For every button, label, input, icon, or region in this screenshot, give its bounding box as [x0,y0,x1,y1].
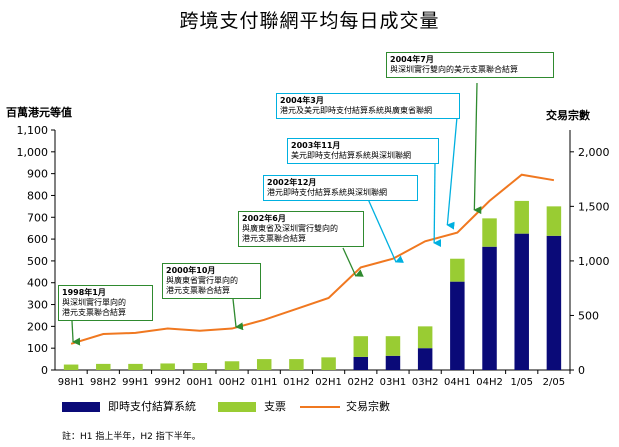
x-axis-tick-label: 01H1 [251,377,278,388]
bar-cheque [450,258,465,282]
annotation-text: 港元及美元即時支付結算系統與廣東省聯網 [280,106,432,115]
bar-cheque [96,363,111,370]
bar-instant-payment [546,235,562,370]
annotation-text: 與廣東省及深圳實行雙向的 港元支票聯合結算 [242,224,338,243]
right-axis-tick-label: 0 [578,364,585,377]
annotation-2002-jun: 2002年6月 與廣東省及深圳實行雙向的 港元支票聯合結算 [238,211,364,247]
annotation-arrow [367,198,404,263]
left-axis-tick-label: 1,100 [17,124,49,137]
annotation-2000-oct: 2000年10月 與廣東省實行單向的 港元支票聯合結算 [162,263,261,299]
x-axis-tick-label: 99H2 [154,377,181,388]
x-axis-tick-label: 04H1 [444,377,471,388]
x-axis-tick-label: 98H1 [58,377,85,388]
annotation-arrow [473,82,482,215]
annotation-text: 與深圳實行雙向的美元支票聯合結算 [390,65,518,74]
bar-cheque [289,359,304,370]
x-axis-tick-label: 03H2 [412,377,439,388]
left-axis-tick-label: 1,000 [17,146,49,159]
right-axis-tick-label: 1,500 [578,200,610,213]
annotation-1998-jan: 1998年1月 與深圳實行單向的 港元支票聯合結算 [58,285,153,321]
annotation-2002-dec: 2002年12月 港元即時支付結算系統與深圳聯網 [263,175,418,201]
bar-cheque [514,200,529,234]
legend-label: 支票 [264,400,286,413]
x-axis-tick-label: 98H2 [90,377,117,388]
x-axis-tick-label: 04H2 [476,377,503,388]
bar-cheque [224,361,240,370]
annotation-arrow [342,247,364,277]
annotation-arrow [71,320,81,346]
bar-cheque [256,359,272,370]
annotation-text: 美元即時支付結算系統與深圳聯網 [291,151,411,160]
chart-title: 跨境支付聯網平均每日成交量 [179,10,440,32]
annotation-2003-nov: 2003年11月 美元即時支付結算系統與深圳聯網 [287,138,439,164]
left-axis-unit-label: 百萬港元等值 [6,106,72,119]
legend-swatch-navy [62,402,100,412]
left-axis-tick-label: 100 [27,342,48,355]
x-axis-tick-label: 2/05 [543,377,565,388]
right-axis-tick-label: 500 [578,309,599,322]
legend-label: 即時支付結算系統 [108,400,196,413]
bar-cheque [160,363,175,370]
bar-instant-payment [417,348,433,370]
annotation-arrow [446,116,458,230]
annotation-2004-mar: 2004年3月 港元及美元即時支付結算系統與廣東省聯網 [276,93,460,119]
annotation-2004-jul: 2004年7月 與深圳實行雙向的美元支票聯合結算 [386,52,554,78]
bar-cheque [482,218,497,247]
legend-item-instant-payment: 即時支付結算系統 [62,400,222,414]
bar-cheque [546,206,562,236]
annotation-arrow [433,161,442,248]
left-axis-tick-label: 500 [27,255,48,268]
legend-swatch-orange-line [300,406,340,408]
x-axis-tick-label: 03H1 [380,377,407,388]
footnote: 註：H1 指上半年，H2 指下半年。 [62,432,201,442]
right-axis-tick-label: 1,000 [578,255,610,268]
annotation-text: 港元即時支付結算系統與深圳聯網 [267,188,387,197]
x-axis-tick-label: 02H1 [315,377,342,388]
legend-swatch-green [218,402,256,412]
line-transactions [70,173,555,345]
right-axis-tick-label: 2,000 [578,146,610,159]
bar-cheque [63,364,79,370]
annotation-date: 1998年1月 [62,288,106,297]
bar-cheque [353,336,369,357]
x-axis-tick-label: 01H2 [283,377,310,388]
annotation-date: 2004年7月 [390,55,434,64]
bar-cheque [192,363,208,370]
bar-cheque [385,336,401,356]
x-axis-tick-label: 99H1 [122,377,149,388]
right-axis-unit-label: 交易宗數 [546,109,590,122]
left-axis-tick-label: 600 [27,233,48,246]
bar-cheque [128,363,143,370]
annotation-date: 2002年12月 [267,178,317,187]
x-axis-tick-label: 00H1 [187,377,214,388]
bar-instant-payment [353,356,369,370]
left-axis-tick-label: 0 [41,364,48,377]
bar-cheque [321,357,336,370]
x-axis-tick-label: 02H2 [347,377,374,388]
annotation-text: 與廣東省實行單向的 港元支票聯合結算 [166,276,238,295]
bar-instant-payment [450,281,465,370]
bar-instant-payment [385,355,401,370]
left-axis-tick-label: 200 [27,320,48,333]
annotation-date: 2004年3月 [280,96,324,105]
bar-instant-payment [482,246,497,370]
left-axis-tick-label: 800 [27,189,48,202]
legend-item-cheque: 支票 [218,400,298,414]
legend-item-transactions: 交易宗數 [300,400,420,414]
annotation-date: 2000年10月 [166,266,216,275]
x-axis-tick-label: 00H2 [219,377,246,388]
annotation-date: 2002年6月 [242,214,286,223]
left-axis-tick-label: 300 [27,299,48,312]
bar-cheque [417,326,433,349]
legend-label: 交易宗數 [346,400,390,413]
left-axis-tick-label: 700 [27,211,48,224]
left-axis-tick-label: 400 [27,277,48,290]
bar-instant-payment [514,233,529,370]
annotation-arrow [232,298,244,331]
annotation-text: 與深圳實行單向的 港元支票聯合結算 [62,298,126,317]
left-axis-tick-label: 900 [27,168,48,181]
x-axis-tick-label: 1/05 [510,377,532,388]
annotation-date: 2003年11月 [291,141,341,150]
